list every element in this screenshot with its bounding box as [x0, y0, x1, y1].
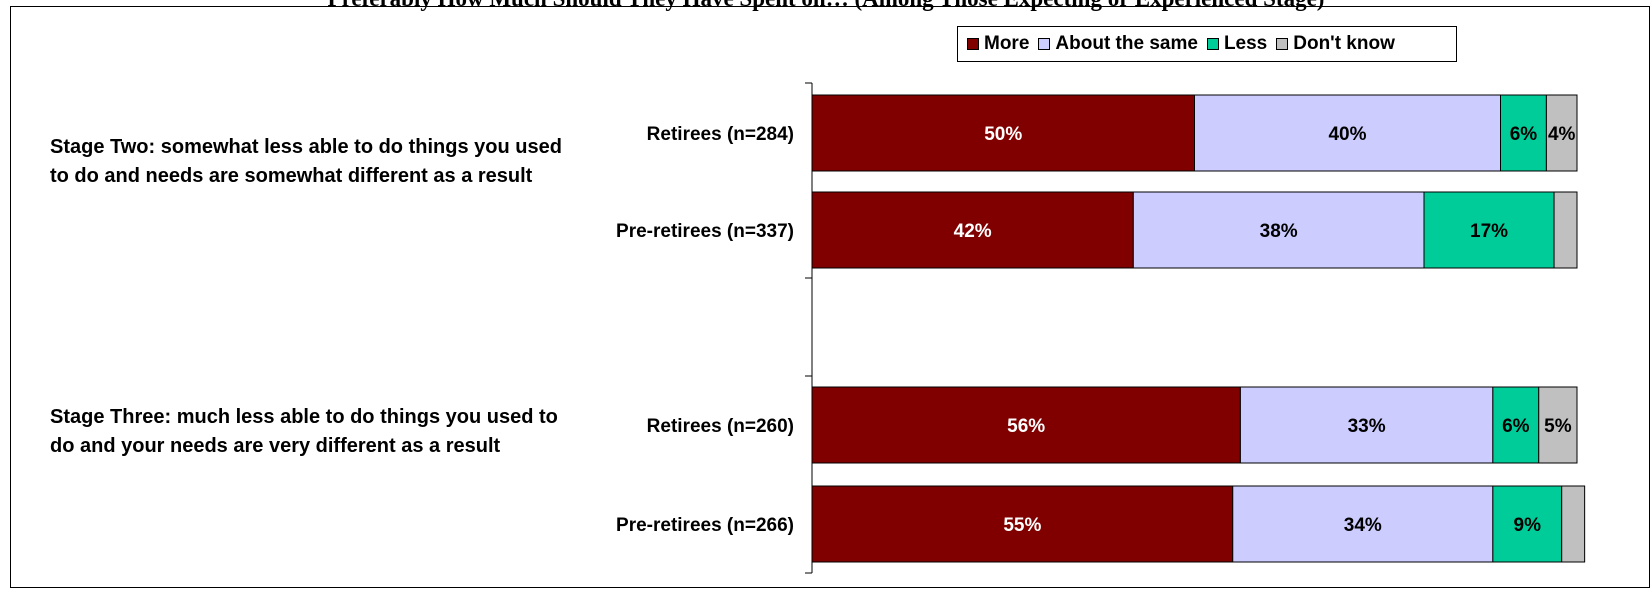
data-label: 17% [1470, 221, 1508, 242]
chart-frame [10, 6, 1650, 588]
data-label: 56% [1007, 416, 1045, 437]
data-label: 5% [1544, 416, 1572, 437]
legend-label-about-the-same: About the same [1055, 33, 1198, 54]
data-label: 55% [1003, 515, 1041, 536]
data-label: 6% [1502, 416, 1530, 437]
category-label: Pre-retirees (n=337) [616, 221, 794, 242]
category-label: Retirees (n=260) [647, 416, 794, 437]
bar-segment-less [1423, 191, 1555, 269]
legend-swatch-dont-know [1276, 38, 1289, 50]
chart-title: Preferably How Much Should They Have Spe… [0, 0, 1652, 12]
legend-item-less: Less [1206, 33, 1268, 55]
data-label: 34% [1344, 515, 1382, 536]
bar-segment-less [1492, 485, 1563, 563]
bar-segment-about-the-same [1132, 191, 1425, 269]
legend-label-dont-know: Don't know [1293, 33, 1395, 54]
data-label: 38% [1260, 221, 1298, 242]
bar-segment-don-t-know [1538, 386, 1578, 464]
data-label: 33% [1348, 416, 1386, 437]
bar-segment-more [811, 94, 1195, 172]
data-label: 42% [954, 221, 992, 242]
bar-segment-less [1500, 94, 1547, 172]
bar-segment-don-t-know [1553, 191, 1578, 269]
legend-label-more: More [984, 33, 1030, 54]
data-label: 6% [1510, 124, 1538, 145]
legend: More About the same Less Don't know [957, 26, 1457, 62]
category-label: Pre-retirees (n=266) [616, 515, 794, 536]
bar-segment-don-t-know [1545, 94, 1578, 172]
data-label: 40% [1328, 124, 1366, 145]
data-label: 9% [1514, 515, 1542, 536]
bar-segment-more [811, 191, 1134, 269]
data-label: 50% [984, 124, 1022, 145]
legend-swatch-more [967, 38, 979, 50]
bar-segment-don-t-know [1561, 485, 1586, 563]
category-label: Retirees (n=284) [647, 124, 794, 145]
data-label: 4% [1548, 124, 1576, 145]
legend-item-more: More [967, 33, 1029, 55]
bar-segment-less [1492, 386, 1540, 464]
bar-segment-about-the-same [1232, 485, 1494, 563]
legend-swatch-less [1206, 38, 1219, 50]
legend-swatch-about-the-same [1038, 38, 1051, 50]
group-label-stage-three: Stage Three: much less able to do things… [50, 406, 558, 457]
group-label-stage-two: Stage Two: somewhat less able to do thin… [50, 136, 562, 187]
bar-segment-about-the-same [1194, 94, 1501, 172]
legend-item-dont-know: Don't know [1276, 33, 1395, 55]
legend-item-about-the-same: About the same [1038, 33, 1198, 55]
legend-label-less: Less [1223, 33, 1268, 54]
